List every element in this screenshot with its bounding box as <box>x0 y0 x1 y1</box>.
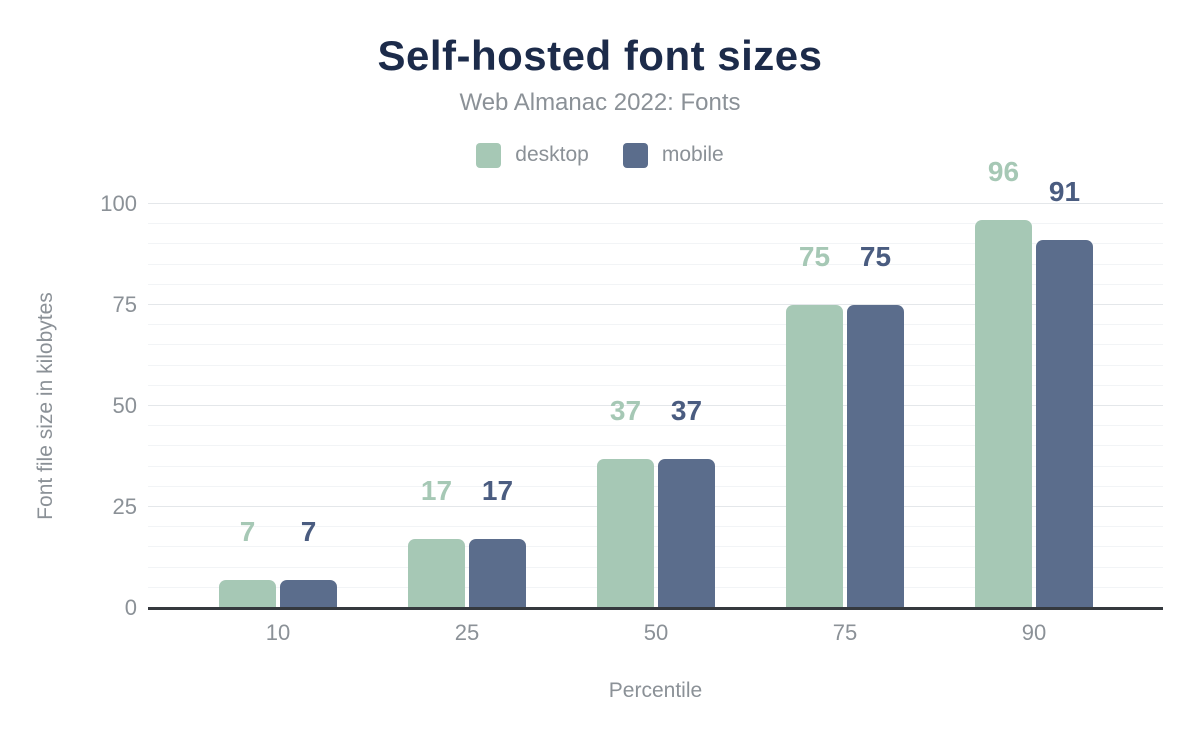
minor-gridline <box>148 445 1163 447</box>
major-gridline <box>148 203 1163 204</box>
x-axis-line <box>148 607 1163 610</box>
bar-value-mobile-p75: 75 <box>859 241 892 272</box>
major-gridline <box>148 304 1163 305</box>
y-tick-label: 25 <box>112 494 137 519</box>
legend-label: desktop <box>515 143 589 166</box>
legend-label: mobile <box>661 143 724 166</box>
minor-gridline <box>148 243 1163 245</box>
bar-mobile-p75 <box>847 305 904 608</box>
bar-value-desktop-p90: 96 <box>987 156 1020 188</box>
bar-desktop-p10 <box>219 579 276 608</box>
minor-gridline <box>148 263 1163 265</box>
bar-desktop-p50 <box>597 458 654 608</box>
x-tick-label: 25 <box>454 620 480 645</box>
minor-gridline <box>148 485 1163 487</box>
bar-mobile-p25 <box>469 539 526 608</box>
x-tick-label: 90 <box>1021 620 1047 645</box>
minor-gridline <box>148 546 1163 548</box>
bar-value-desktop-p10: 7 <box>239 515 256 547</box>
minor-gridline <box>148 465 1163 467</box>
bar-value-desktop-p50: 37 <box>609 394 642 426</box>
y-tick-label: 0 <box>124 595 137 620</box>
bar-value-desktop-p25: 17 <box>420 475 453 507</box>
major-gridline <box>148 405 1163 406</box>
chart-subtitle: Web Almanac 2022: Fonts <box>459 89 741 116</box>
bar-desktop-p90 <box>975 220 1032 608</box>
y-axis-ticks: 0 25 50 75 100 <box>55 191 137 620</box>
minor-gridline <box>148 526 1163 528</box>
plot-area: 7 7 17 17 37 37 75 75 96 91 <box>148 158 1163 610</box>
bar-desktop-p25 <box>408 539 465 608</box>
legend-item-mobile: mobile <box>622 142 724 168</box>
bar-mobile-p90 <box>1036 240 1093 608</box>
y-tick-label: 75 <box>112 292 137 317</box>
minor-gridline <box>148 324 1163 326</box>
x-tick-label: 50 <box>643 620 669 645</box>
x-axis-title: Percentile <box>608 679 703 702</box>
minor-gridline <box>148 344 1163 346</box>
y-tick-label: 50 <box>112 393 137 418</box>
minor-gridline <box>148 566 1163 568</box>
major-gridline <box>148 506 1163 507</box>
x-tick-label: 10 <box>265 620 291 645</box>
bar-value-mobile-p90: 91 <box>1048 176 1081 208</box>
minor-gridline <box>148 223 1163 225</box>
minor-gridline <box>148 425 1163 427</box>
minor-gridline <box>148 283 1163 285</box>
x-tick-label: 75 <box>832 620 858 645</box>
chart-title: Self-hosted font sizes <box>377 32 823 79</box>
bar-value-desktop-p75: 75 <box>798 241 831 272</box>
legend-swatch-icon <box>622 142 648 168</box>
bar-mobile-p10 <box>280 579 337 608</box>
legend: desktop mobile <box>0 142 1200 168</box>
minor-gridline <box>148 364 1163 366</box>
x-axis-ticks: 10 25 50 75 90 <box>148 620 1163 646</box>
bar-desktop-p75 <box>786 305 843 608</box>
y-tick-label: 100 <box>100 191 137 216</box>
minor-gridline <box>148 384 1163 386</box>
bar-value-mobile-p25: 17 <box>481 475 514 507</box>
minor-gridline <box>148 586 1163 588</box>
legend-swatch-icon <box>476 142 502 168</box>
bar-value-mobile-p10: 7 <box>300 515 317 547</box>
bar-mobile-p50 <box>658 458 715 608</box>
legend-item-desktop: desktop <box>476 142 589 168</box>
bar-value-mobile-p50: 37 <box>670 394 703 426</box>
